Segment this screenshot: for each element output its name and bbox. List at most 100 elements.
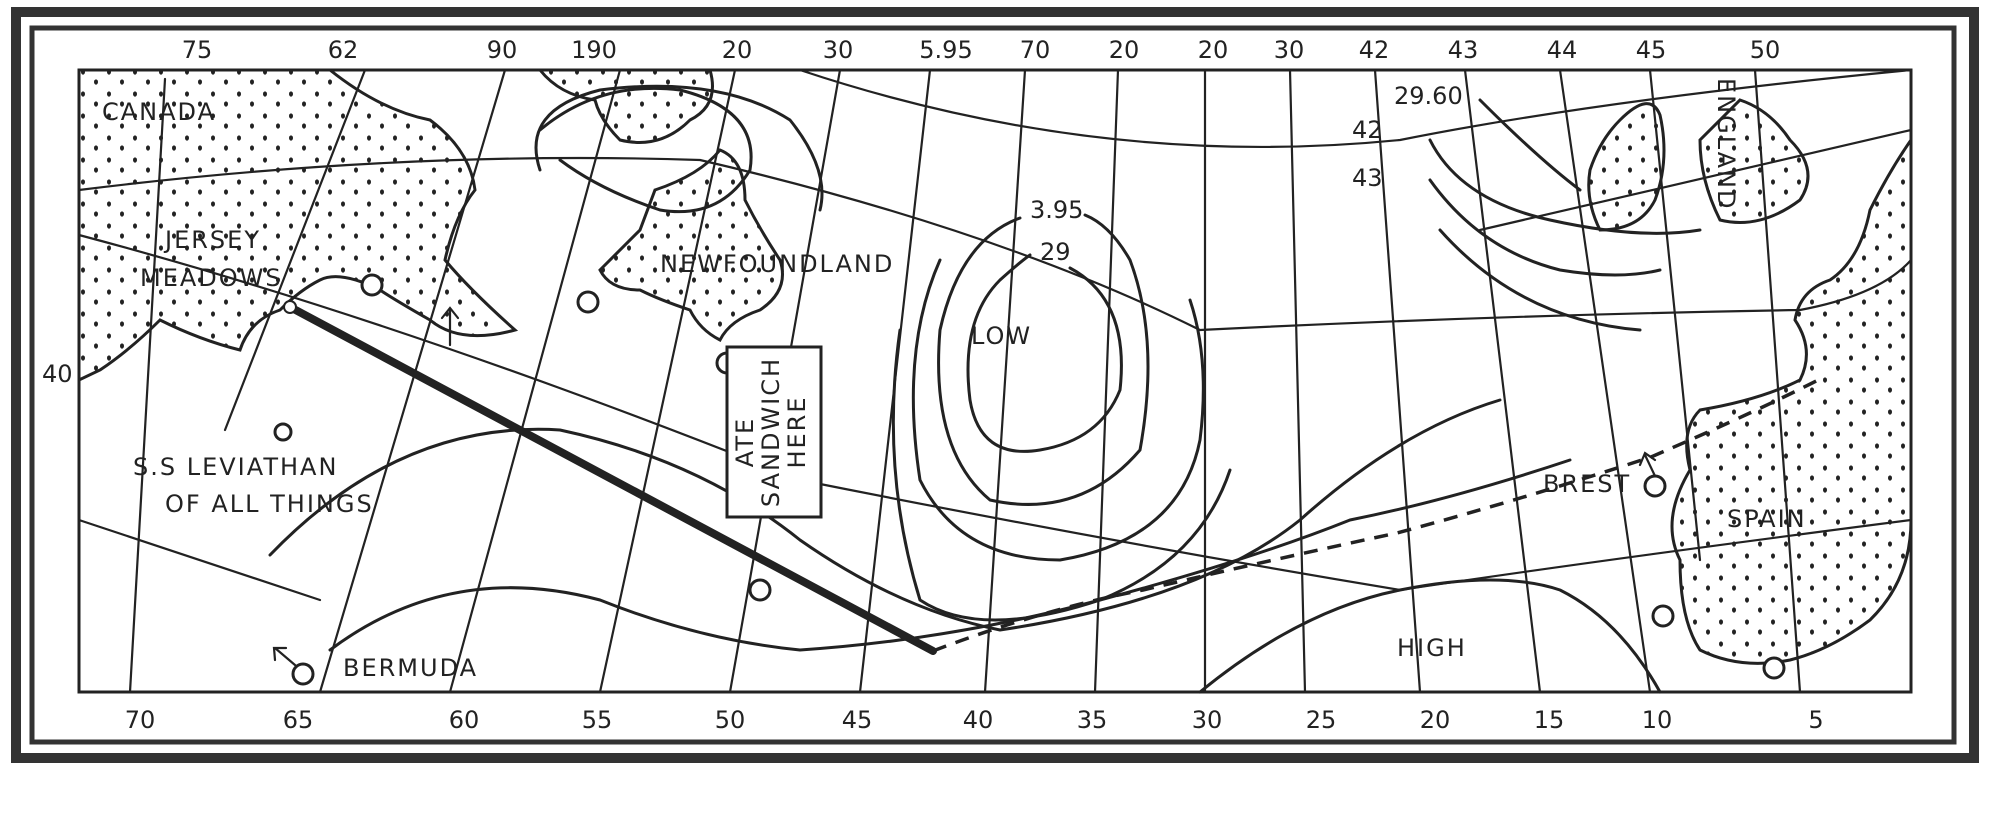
label-high: HIGH bbox=[1397, 634, 1467, 662]
top-scale-label: 44 bbox=[1547, 36, 1578, 64]
arrow-icon bbox=[1638, 451, 1657, 478]
top-scale-label: 90 bbox=[487, 36, 518, 64]
isobars bbox=[268, 84, 1702, 694]
label-all-things: OF ALL THINGS bbox=[165, 490, 374, 518]
isobar-label-43: 43 bbox=[1352, 164, 1383, 192]
port-marker bbox=[1762, 656, 1786, 680]
label-meadows: MEADOWS bbox=[140, 264, 283, 292]
bottom-scale-label: 55 bbox=[582, 706, 613, 734]
label-spain: SPAIN bbox=[1727, 505, 1807, 533]
bottom-scale-label: 60 bbox=[449, 706, 480, 734]
voyage-route bbox=[283, 300, 1823, 655]
parallel-line bbox=[77, 156, 1913, 332]
isobar bbox=[538, 86, 753, 214]
parallel-line bbox=[77, 518, 322, 602]
label-canada: CANADA bbox=[102, 98, 216, 126]
note-line-3: HERE bbox=[783, 395, 811, 468]
bottom-scale-label: 10 bbox=[1642, 706, 1673, 734]
isobar bbox=[911, 258, 1205, 562]
isobar-label-42: 42 bbox=[1352, 116, 1383, 144]
isobar bbox=[534, 84, 824, 212]
port-marker bbox=[576, 290, 600, 314]
land-newfoundland bbox=[598, 148, 784, 343]
isobar bbox=[1428, 178, 1662, 277]
label-brest: BREST bbox=[1543, 470, 1631, 498]
arrow-icon bbox=[272, 646, 297, 667]
route-start-marker bbox=[283, 300, 297, 314]
bottom-scale-label: 50 bbox=[715, 706, 746, 734]
isobar bbox=[891, 328, 1232, 622]
label-england: ENGLAND bbox=[1712, 78, 1740, 211]
meridian-line bbox=[1753, 68, 1802, 694]
top-scale-label: 45 bbox=[1636, 36, 1667, 64]
port-marker bbox=[291, 662, 315, 686]
bottom-scale: 70 65 60 55 50 45 40 35 30 25 20 15 10 5 bbox=[125, 706, 1824, 734]
bottom-scale-label: 30 bbox=[1192, 706, 1223, 734]
top-scale-label: 190 bbox=[571, 36, 617, 64]
meridian-line bbox=[318, 68, 507, 694]
meridian-line bbox=[1478, 128, 1913, 232]
isobar bbox=[1478, 98, 1582, 192]
top-scale-label: 20 bbox=[1109, 36, 1140, 64]
outer-frame bbox=[11, 7, 1979, 763]
land-britain bbox=[1587, 102, 1666, 232]
meridian-line bbox=[983, 68, 1027, 694]
isobar bbox=[268, 398, 1502, 632]
port-marker bbox=[1643, 474, 1667, 498]
bottom-scale-label: 45 bbox=[842, 706, 873, 734]
left-scale-label: 40 bbox=[42, 360, 73, 388]
top-scale-label: 62 bbox=[328, 36, 359, 64]
place-labels: CANADA JERSEY MEADOWS NEWFOUNDLAND S.S L… bbox=[102, 78, 1807, 682]
land-europe bbox=[1670, 68, 1913, 665]
bottom-scale-label: 70 bbox=[125, 706, 156, 734]
meridian-line bbox=[1288, 68, 1307, 694]
top-scale-label: 70 bbox=[1020, 36, 1051, 64]
isobar-label-395: 3.95 bbox=[1030, 196, 1083, 224]
meridian-line bbox=[1463, 68, 1542, 694]
top-scale: 75 62 90 190 20 30 5.95 70 20 20 30 42 43 44 45 50 bbox=[182, 36, 1781, 64]
bottom-scale-label: 35 bbox=[1077, 706, 1108, 734]
port-marker bbox=[273, 422, 293, 442]
meridian-line bbox=[1558, 68, 1652, 694]
route-dashed bbox=[932, 376, 1823, 653]
top-scale-label: 20 bbox=[1198, 36, 1229, 64]
bottom-scale-label: 65 bbox=[283, 706, 314, 734]
note-line-1: ATE bbox=[731, 417, 759, 467]
top-scale-label: 20 bbox=[722, 36, 753, 64]
label-leviathan: S.S LEVIATHAN bbox=[133, 453, 338, 481]
label-jersey: JERSEY bbox=[163, 226, 261, 254]
label-bermuda: BERMUDA bbox=[343, 654, 478, 682]
isobar bbox=[966, 253, 1123, 453]
isobar bbox=[1428, 138, 1702, 235]
sandwich-note: ATE SANDWICH HERE bbox=[725, 345, 823, 519]
top-scale-label: 50 bbox=[1750, 36, 1781, 64]
port-marker bbox=[1651, 604, 1675, 628]
isobar-label-29: 29 bbox=[1040, 238, 1071, 266]
inner-frame bbox=[29, 25, 1957, 745]
label-low: LOW bbox=[971, 322, 1032, 350]
route-solid bbox=[286, 303, 937, 655]
note-line-2: SANDWICH bbox=[757, 357, 785, 507]
port-marker bbox=[360, 273, 384, 297]
top-scale-label: 30 bbox=[823, 36, 854, 64]
isobar-label-2960: 29.60 bbox=[1394, 82, 1463, 110]
port-markers bbox=[272, 273, 1786, 686]
top-scale-label: 5.95 bbox=[919, 36, 972, 64]
top-scale-label: 30 bbox=[1274, 36, 1305, 64]
meridian-line bbox=[598, 68, 737, 694]
top-scale-label: 42 bbox=[1359, 36, 1390, 64]
arrow-icon bbox=[440, 306, 460, 347]
isobar bbox=[1198, 578, 1662, 694]
parallel-line bbox=[77, 233, 1913, 592]
top-scale-label: 75 bbox=[182, 36, 213, 64]
sandwich-note-box bbox=[725, 345, 823, 519]
isobar bbox=[937, 213, 1150, 506]
meridian-line bbox=[1648, 68, 1702, 562]
meridian-line bbox=[223, 68, 367, 432]
bottom-scale-label: 15 bbox=[1534, 706, 1565, 734]
bottom-scale-label: 5 bbox=[1808, 706, 1823, 734]
bottom-scale-label: 40 bbox=[963, 706, 994, 734]
isobar bbox=[328, 458, 1572, 652]
land-north-america bbox=[77, 68, 519, 383]
